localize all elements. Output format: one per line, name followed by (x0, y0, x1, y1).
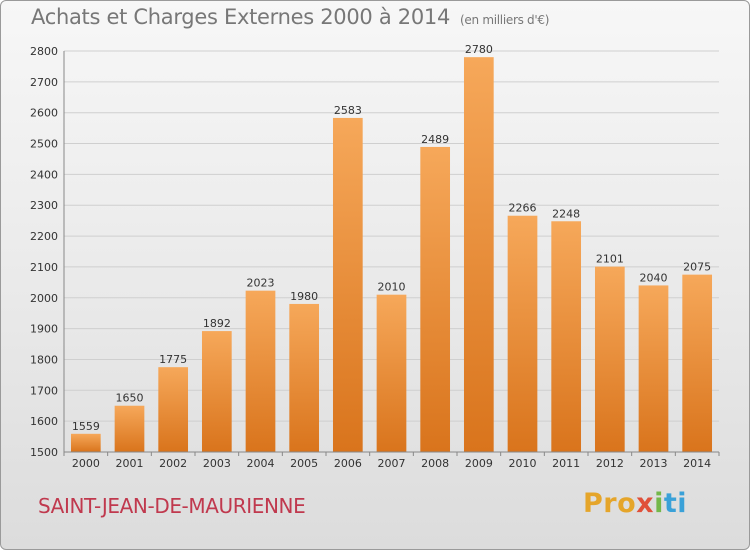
x-tick-label-2013: 2013 (640, 457, 668, 470)
data-label-2001: 1650 (116, 392, 144, 405)
bar-2011 (551, 221, 582, 452)
y-tick-label: 2500 (30, 138, 58, 151)
y-tick-label: 2400 (30, 168, 58, 181)
x-tick-label-2006: 2006 (334, 457, 362, 470)
y-tick-label: 2000 (30, 292, 58, 305)
bar-2008 (420, 146, 451, 453)
y-tick-label: 2800 (30, 45, 58, 58)
bar-2001 (114, 405, 145, 452)
x-tick-label-2002: 2002 (159, 457, 187, 470)
data-label-2000: 1559 (72, 420, 100, 433)
bar-2002 (158, 367, 189, 452)
bar-2005 (289, 303, 320, 452)
bars (70, 57, 713, 453)
data-label-2014: 2075 (683, 261, 711, 274)
x-tick-label-2007: 2007 (378, 457, 406, 470)
y-tick-label: 1900 (30, 323, 58, 336)
proxiti-logo: Proxiti (583, 488, 687, 519)
data-label-2008: 2489 (421, 133, 449, 146)
data-label-2007: 2010 (378, 281, 406, 294)
bar-2013 (638, 285, 669, 452)
data-label-2010: 2266 (509, 202, 537, 215)
x-tick-label-2014: 2014 (683, 457, 711, 470)
x-tick-label-2010: 2010 (509, 457, 537, 470)
data-label-2009: 2780 (465, 43, 493, 56)
x-tick-label-2000: 2000 (72, 457, 100, 470)
chart-title-text: Achats et Charges Externes 2000 à 2014 (31, 5, 451, 29)
x-tick-label-2005: 2005 (290, 457, 318, 470)
data-label-2002: 1775 (159, 353, 187, 366)
y-tick-label: 1700 (30, 384, 58, 397)
x-tick-label-2003: 2003 (203, 457, 231, 470)
data-label-2012: 2101 (596, 253, 624, 266)
x-tick-label-2011: 2011 (552, 457, 580, 470)
y-tick-label: 2100 (30, 261, 58, 274)
bar-2004 (245, 290, 276, 452)
data-label-2011: 2248 (552, 207, 580, 220)
bar-2006 (332, 117, 363, 452)
axes (63, 51, 720, 456)
commune-name: SAINT-JEAN-DE-MAURIENNE (38, 494, 306, 518)
logo-part-4: ti (663, 488, 688, 519)
data-label-2004: 2023 (247, 277, 275, 290)
chart-unit: (en milliers d'€) (460, 13, 550, 27)
y-tick-label: 1500 (30, 446, 58, 459)
y-tick-label: 2600 (30, 107, 58, 120)
data-label-2003: 1892 (203, 317, 231, 330)
logo-part-1: Pro (583, 488, 637, 519)
labels: 1500 1600 1700 1800 1900 2000 2100 2200 2300 2400… (30, 43, 711, 470)
bar-2012 (594, 266, 625, 452)
bar-2009 (463, 57, 494, 453)
bar-2007 (376, 294, 407, 452)
bar-2003 (201, 331, 232, 452)
logo-part-3: i (654, 488, 664, 519)
y-tick-label: 2700 (30, 76, 58, 89)
y-tick-label: 1600 (30, 415, 58, 428)
x-tick-label-2012: 2012 (596, 457, 624, 470)
bar-2010 (507, 215, 538, 452)
x-tick-label-2008: 2008 (421, 457, 449, 470)
bar-2014 (682, 274, 713, 452)
y-tick-label: 2300 (30, 199, 58, 212)
y-tick-label: 2200 (30, 230, 58, 243)
x-tick-label-2001: 2001 (116, 457, 144, 470)
logo-part-2: x (636, 488, 655, 519)
data-label-2005: 1980 (290, 290, 318, 303)
chart-title: Achats et Charges Externes 2000 à 2014 (e… (31, 5, 549, 29)
y-tick-label: 1800 (30, 353, 58, 366)
data-label-2013: 2040 (640, 271, 668, 284)
bar-2000 (70, 433, 101, 452)
x-tick-label-2004: 2004 (247, 457, 275, 470)
data-label-2006: 2583 (334, 104, 362, 117)
x-tick-label-2009: 2009 (465, 457, 493, 470)
